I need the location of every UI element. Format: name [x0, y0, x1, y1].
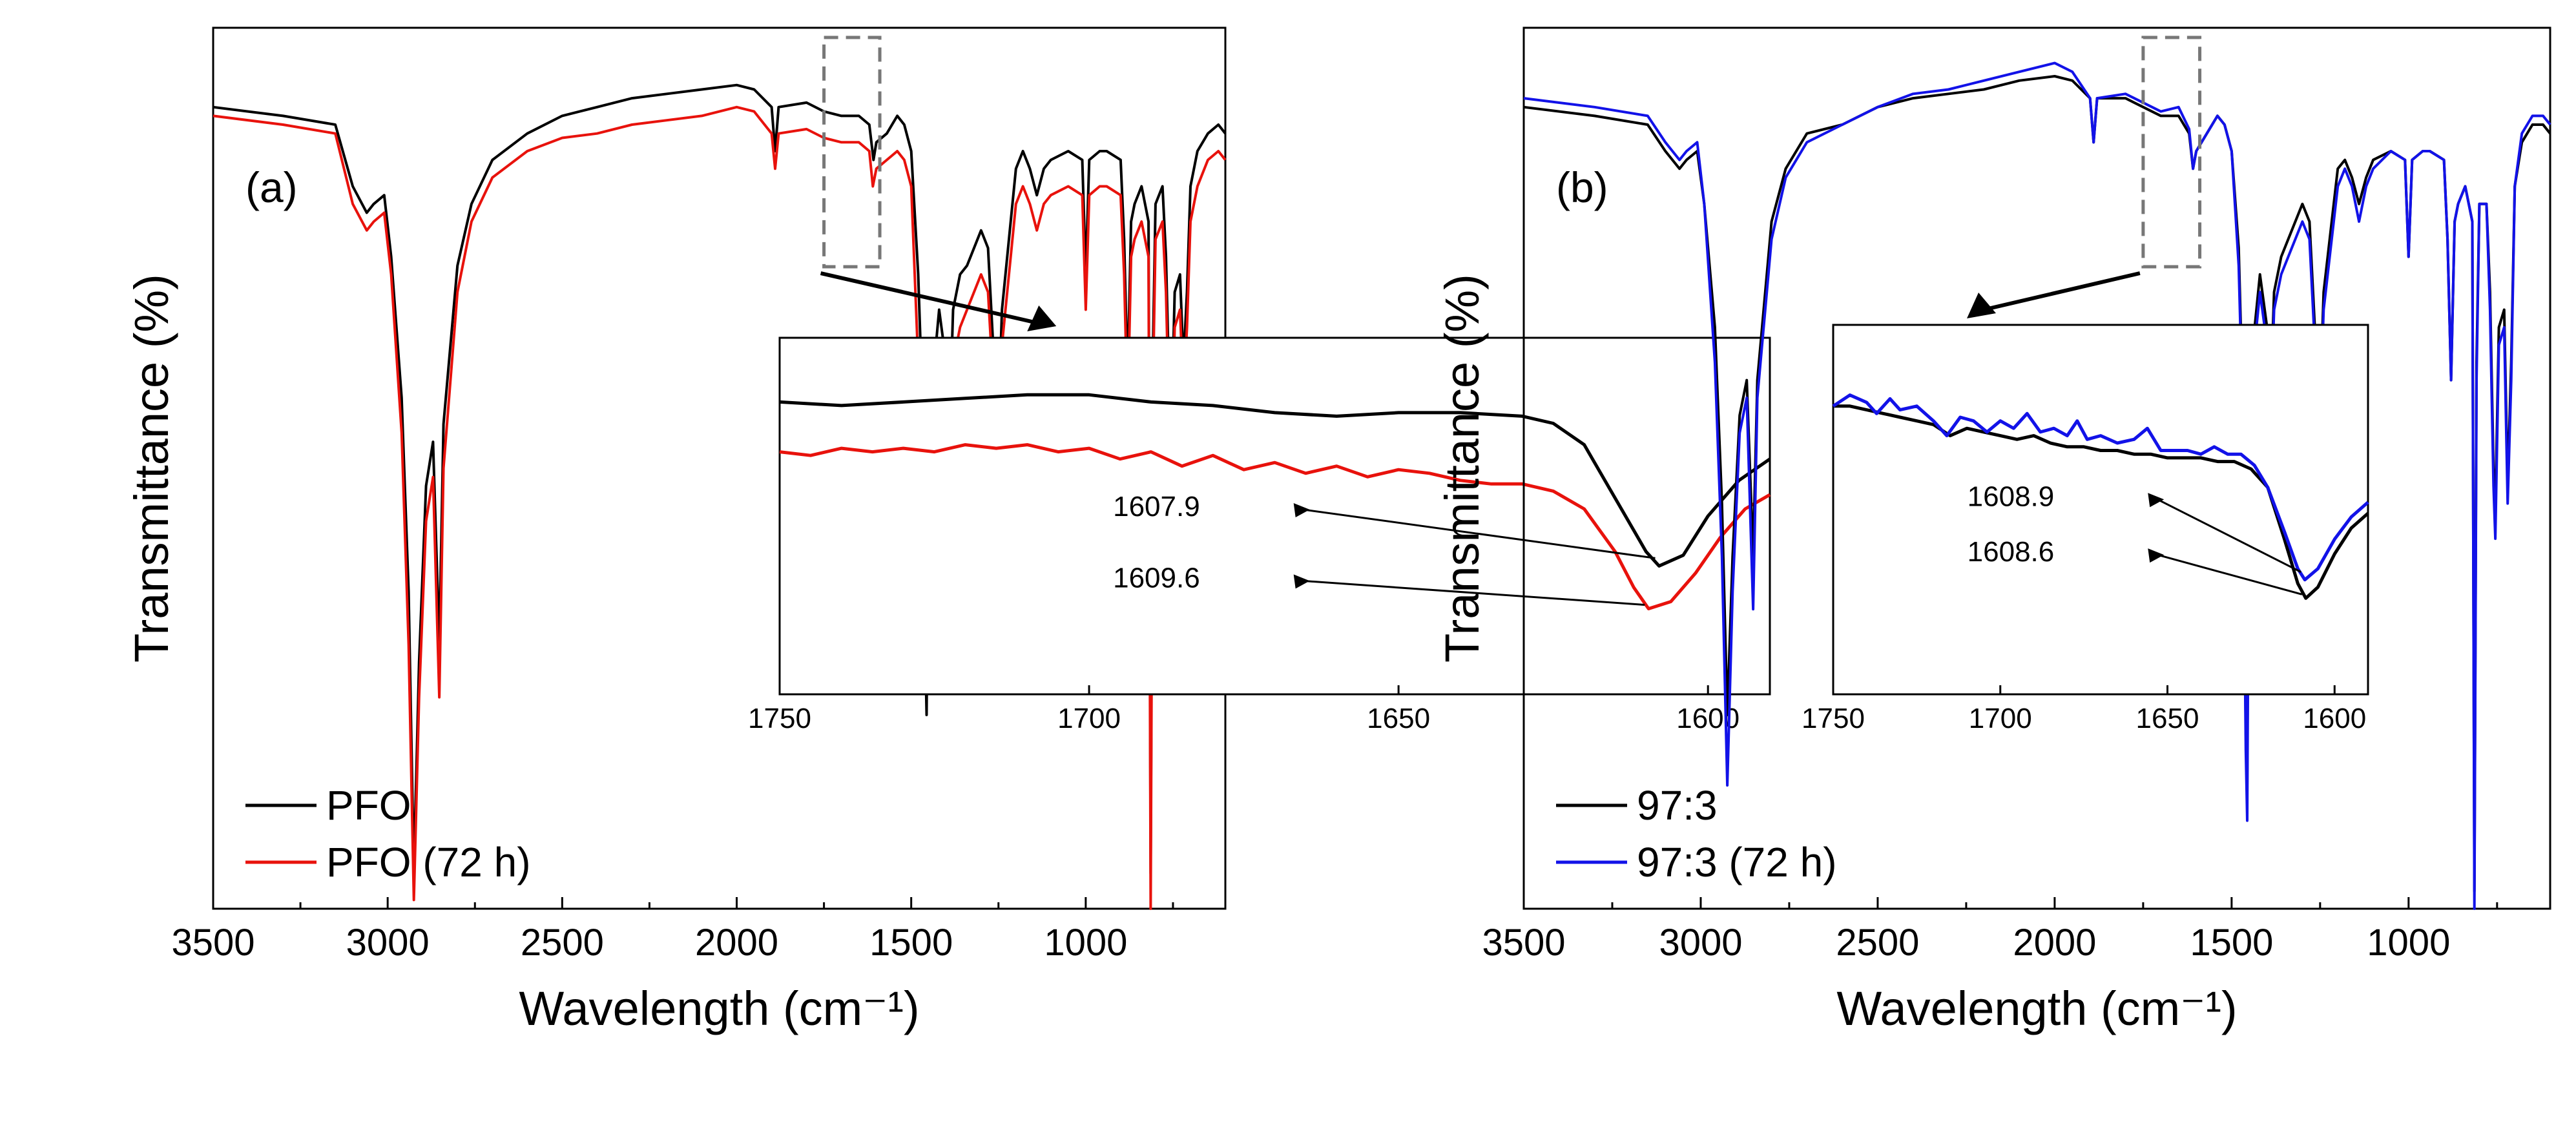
- inset-annotation-label: 1608.9: [1968, 481, 2055, 512]
- panel-label: (a): [245, 163, 298, 211]
- panel-label: (b): [1556, 163, 1608, 211]
- x-tick-label: 3000: [346, 922, 430, 964]
- legend: 97:3 97:3 (72 h): [1556, 782, 1837, 885]
- zoom-arrow-line: [820, 271, 1041, 326]
- inset-x-tick-label: 1750: [1802, 703, 1865, 734]
- inset-frame: [778, 336, 1771, 696]
- x-tick-label: 1500: [869, 922, 953, 964]
- panel-b: 3500 3000 2500 2000 1500 1000 Wavelength (cm⁻¹…: [1435, 26, 2551, 1035]
- legend-label: PFO: [326, 782, 411, 829]
- inset-annotation-line: [1303, 508, 1656, 559]
- x-axis-title: Wavelength (cm⁻¹): [1836, 982, 2237, 1035]
- plot-frame: [1522, 26, 2551, 910]
- inset-x-tick-label: 1700: [1969, 703, 2032, 734]
- legend-label: PFO (72 h): [326, 839, 531, 885]
- inset-annotation-arrowhead: [2148, 548, 2165, 563]
- inset-x-tick-label: 1650: [1367, 703, 1430, 734]
- x-tick-label: 3500: [1482, 922, 1565, 964]
- x-tick-label: 1000: [2367, 922, 2450, 964]
- y-axis-title: Transmittance (%): [1435, 274, 1489, 663]
- x-tick-label: 2000: [2013, 922, 2096, 964]
- zoom-box: [2141, 36, 2202, 269]
- inset-chart: 1750 1700 1650 1600 1608.9 1608.6: [1802, 324, 2369, 734]
- x-tick-label: 2500: [1836, 922, 1919, 964]
- inset-annotation-label: 1609.6: [1113, 562, 1200, 594]
- inset-annotation-label: 1607.9: [1113, 491, 1200, 522]
- x-tick-label: 1500: [2190, 922, 2273, 964]
- x-axis-title: Wavelength (cm⁻¹): [519, 982, 919, 1035]
- inset-annotation-line: [2157, 498, 2301, 574]
- inset-annotation-label: 1608.6: [1968, 536, 2055, 568]
- y-axis-title: Transmittance (%): [125, 274, 178, 663]
- inset-annotation-arrowhead: [1293, 574, 1310, 589]
- zoom-arrow-head: [1027, 305, 1057, 331]
- inset-annotation-arrowhead: [1293, 503, 1310, 517]
- inset-series-line: [1833, 404, 2369, 600]
- zoom-arrow-head: [1967, 293, 1996, 318]
- x-tick-label: 1000: [1044, 922, 1127, 964]
- inset-x-tick-label: 1600: [2303, 703, 2366, 734]
- x-tick-label: 3000: [1659, 922, 1742, 964]
- panel-a: 3500 3000 2500 2000 1500 1000 Wavelength (cm⁻¹…: [125, 26, 1771, 1035]
- legend-label: 97:3 (72 h): [1637, 839, 1837, 885]
- x-tick-label: 2500: [521, 922, 604, 964]
- inset-series-line: [779, 393, 1771, 568]
- inset-annotation-arrowhead: [2148, 493, 2165, 508]
- inset-x-tick-label: 1750: [748, 703, 811, 734]
- zoom-box: [822, 36, 882, 269]
- legend-label: 97:3: [1637, 782, 1718, 829]
- inset-x-tick-label: 1700: [1057, 703, 1121, 734]
- inset-x-tick-label: 1650: [2136, 703, 2199, 734]
- inset-series-line: [779, 443, 1771, 610]
- x-tick-label: 2000: [695, 922, 778, 964]
- inset-frame: [1832, 324, 2369, 696]
- legend: PFO PFO (72 h): [245, 782, 531, 885]
- inset-annotation-line: [2157, 553, 2303, 595]
- zoom-arrow-line: [1979, 271, 2141, 313]
- inset-annotation-line: [1303, 579, 1645, 606]
- x-tick-label: 3500: [171, 922, 254, 964]
- inset-series-line: [1832, 393, 2369, 582]
